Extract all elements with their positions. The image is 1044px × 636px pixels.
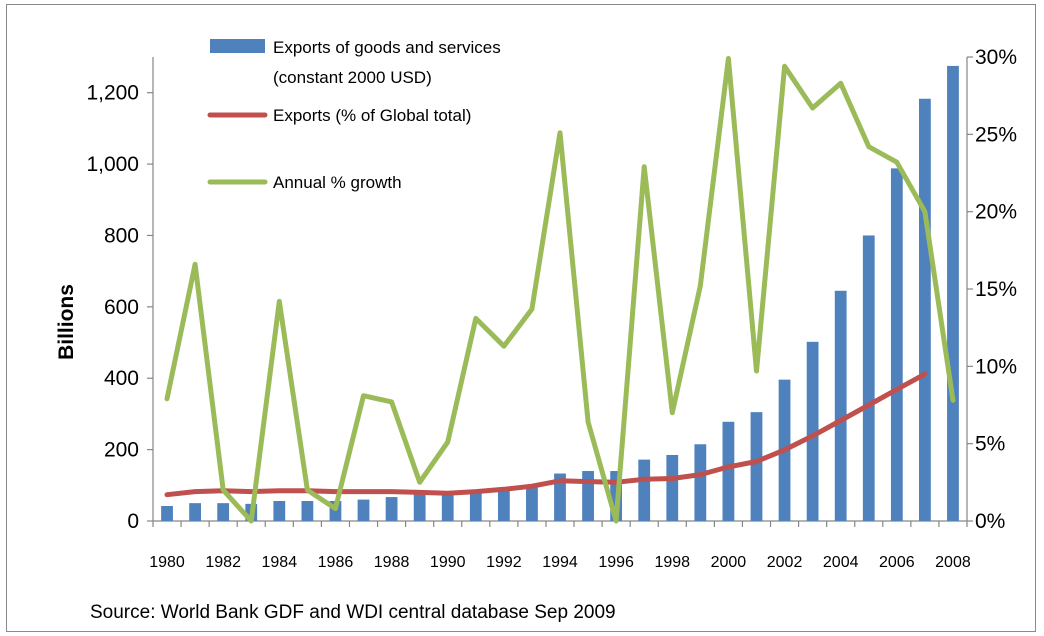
bar	[890, 168, 903, 522]
right-tick-label: 0%	[975, 510, 1005, 533]
x-tick-label: 1990	[430, 554, 466, 571]
bar	[413, 494, 426, 521]
bar	[161, 506, 173, 521]
left-tick-label: 800	[104, 224, 139, 247]
bar	[722, 421, 735, 521]
legend-swatch-exports	[210, 39, 265, 53]
right-tick-label: 30%	[975, 46, 1017, 69]
x-tick-label: 1992	[486, 554, 522, 571]
bar	[189, 503, 201, 521]
x-tick-label: 1996	[598, 554, 634, 571]
bar	[526, 486, 538, 521]
left-tick-label: 200	[104, 439, 139, 462]
left-tick-label: 1,200	[86, 82, 139, 105]
legend: Exports of goods and services (constant 2…	[207, 38, 501, 192]
bar	[217, 503, 230, 521]
bar	[947, 65, 959, 521]
left-tick-label: 1,000	[86, 153, 139, 176]
left-tick-label: 600	[104, 296, 139, 319]
bar	[638, 459, 651, 521]
bar	[694, 444, 707, 521]
y-axis-label: Billions	[55, 284, 78, 360]
bar	[469, 491, 482, 521]
bar	[666, 454, 679, 521]
x-tick-label: 1998	[654, 554, 690, 571]
x-tick-label: 1982	[205, 554, 241, 571]
line-series	[164, 56, 956, 524]
x-tick-label: 2002	[767, 554, 803, 571]
x-tick-label: 2000	[711, 554, 747, 571]
bar	[806, 341, 819, 521]
bar	[554, 473, 566, 521]
right-tick-label: 25%	[975, 123, 1017, 146]
bar	[273, 501, 286, 521]
x-tick-label: 1984	[262, 554, 298, 571]
x-tick-label: 1994	[542, 554, 578, 571]
bar	[750, 412, 763, 521]
bar	[441, 494, 454, 521]
x-tick-label: 2008	[935, 554, 971, 571]
x-tick-label: 1980	[149, 554, 185, 571]
bar	[357, 499, 370, 521]
tick-labels: 0 200 400 600 800 1,000 1,200 0% 5% 10% 15% 20% 25% 3…	[86, 46, 1017, 571]
exports-chart: 0 200 400 600 800 1,000 1,200 0% 5% 10% 15% 20% 25% 3…	[55, 38, 1017, 571]
right-tick-label: 10%	[975, 355, 1017, 378]
right-tick-label: 15%	[975, 278, 1017, 301]
x-tick-label: 2006	[879, 554, 915, 571]
bar	[919, 98, 931, 521]
legend-label-share: Exports (% of Global total)	[273, 106, 471, 125]
bar	[834, 290, 847, 521]
left-tick-label: 400	[104, 367, 139, 390]
right-tick-label: 5%	[975, 433, 1005, 456]
chart-frame	[6, 4, 1036, 632]
legend-label-exports: (constant 2000 USD)	[273, 68, 432, 87]
legend-label-exports: Exports of goods and services	[273, 38, 501, 57]
x-tick-label: 1986	[318, 554, 354, 571]
bar	[582, 471, 594, 521]
chart-axes	[147, 56, 973, 527]
x-tick-label: 1988	[374, 554, 410, 571]
source-note: Source: World Bank GDF and WDI central d…	[90, 602, 616, 623]
bar	[497, 489, 510, 521]
annual-growth-line	[164, 56, 956, 524]
exports-share-line	[164, 371, 928, 498]
legend-label-growth: Annual % growth	[273, 173, 402, 192]
bar	[385, 497, 398, 521]
bar	[301, 501, 314, 521]
bar	[862, 235, 875, 521]
left-tick-label: 0	[127, 510, 139, 533]
right-tick-label: 20%	[975, 201, 1017, 224]
x-tick-label: 2004	[823, 554, 859, 571]
